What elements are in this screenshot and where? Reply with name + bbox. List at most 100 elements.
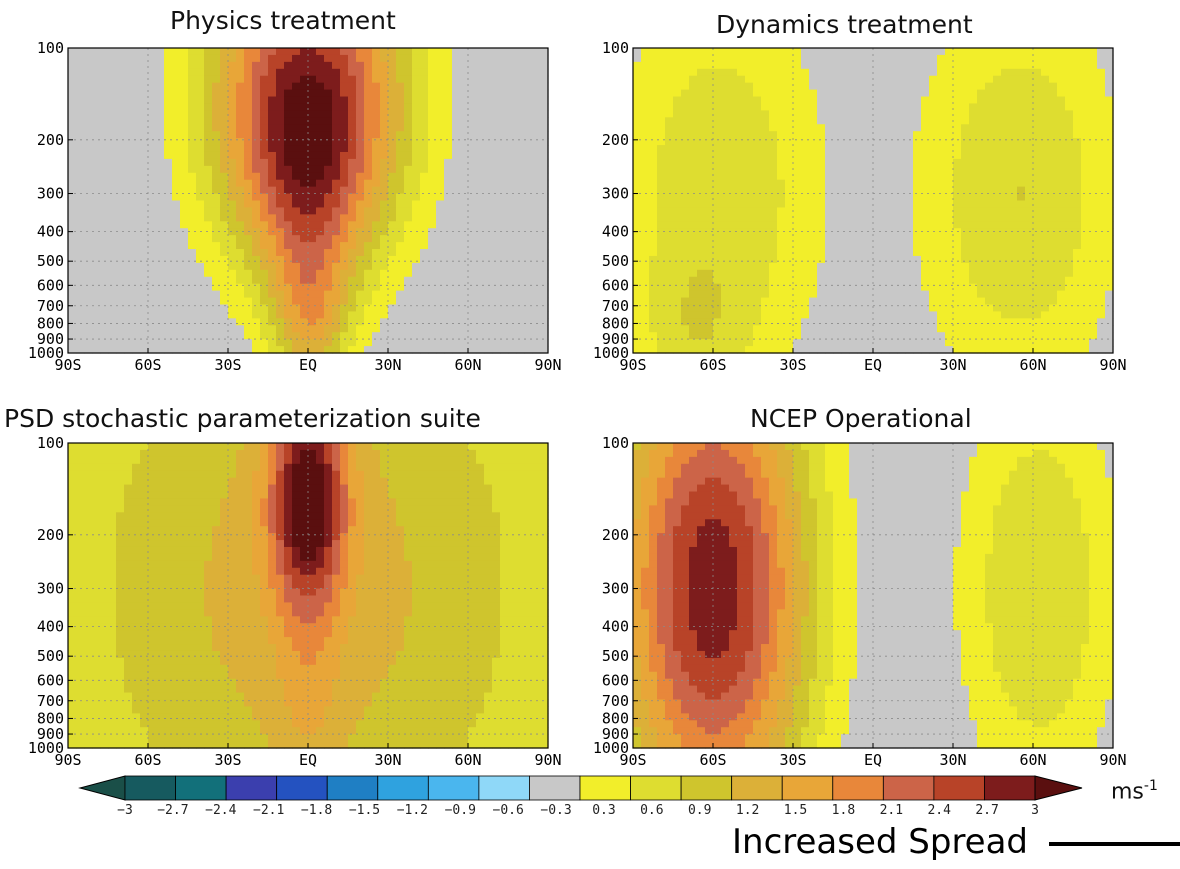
contour-cell bbox=[396, 96, 405, 105]
contour-cell bbox=[212, 228, 221, 236]
contour-cell bbox=[268, 283, 277, 292]
contour-cell bbox=[180, 172, 189, 181]
contour-cell bbox=[516, 262, 525, 271]
contour-cell bbox=[745, 242, 754, 250]
contour-cell bbox=[268, 117, 277, 125]
contour-cell bbox=[657, 158, 666, 167]
contour-cell bbox=[881, 48, 890, 56]
contour-cell bbox=[436, 346, 445, 354]
contour-cell bbox=[188, 151, 197, 160]
contour-cell bbox=[188, 228, 197, 236]
contour-cell bbox=[1033, 110, 1042, 118]
contour-cell bbox=[516, 221, 525, 229]
contour-cell bbox=[92, 207, 101, 215]
contour-cell bbox=[633, 207, 642, 215]
contour-cell bbox=[713, 304, 722, 313]
contour-cell bbox=[388, 186, 397, 195]
contour-cell bbox=[124, 68, 133, 77]
contour-cell bbox=[356, 68, 365, 77]
contour-cell bbox=[220, 339, 229, 347]
contour-cell bbox=[953, 186, 962, 195]
contour-cell bbox=[1033, 283, 1042, 292]
contour-cell bbox=[372, 96, 381, 105]
contour-cell bbox=[156, 75, 165, 84]
contour-cell bbox=[404, 311, 413, 319]
contour-cell bbox=[484, 186, 493, 195]
contour-cell bbox=[769, 89, 778, 98]
contour-cell bbox=[1033, 255, 1042, 264]
contour-cell bbox=[468, 117, 477, 125]
contour-cell bbox=[428, 96, 437, 105]
contour-cell bbox=[508, 249, 517, 257]
contour-cell bbox=[873, 193, 882, 202]
contour-cell bbox=[132, 214, 141, 222]
contour-cell bbox=[508, 269, 517, 278]
contour-cell bbox=[236, 172, 245, 181]
contour-cell bbox=[340, 75, 349, 84]
contour-cell bbox=[76, 145, 85, 153]
contour-cell bbox=[492, 179, 501, 188]
contour-cell bbox=[721, 193, 730, 202]
contour-cell bbox=[372, 311, 381, 319]
contour-cell bbox=[252, 48, 261, 56]
contour-cell bbox=[68, 318, 77, 326]
contour-cell bbox=[164, 82, 173, 91]
contour-cell bbox=[524, 346, 533, 354]
contour-cell bbox=[276, 124, 285, 132]
contour-cell bbox=[961, 110, 970, 118]
contour-cell bbox=[769, 242, 778, 250]
contour-cell bbox=[841, 54, 850, 63]
contour-cell bbox=[68, 96, 77, 105]
contour-cell bbox=[332, 207, 341, 215]
contour-cell bbox=[332, 318, 341, 326]
contour-cell bbox=[252, 297, 261, 306]
contour-cell bbox=[540, 138, 549, 146]
contour-cell bbox=[540, 262, 549, 271]
contour-cell bbox=[961, 297, 970, 306]
contour-cell bbox=[84, 290, 93, 299]
contour-cell bbox=[1001, 186, 1010, 195]
contour-cell bbox=[388, 193, 397, 202]
contour-cell bbox=[881, 117, 890, 125]
contour-cell bbox=[881, 54, 890, 63]
contour-cell bbox=[753, 179, 762, 188]
contour-cell bbox=[252, 54, 261, 63]
contour-cell bbox=[657, 61, 666, 70]
contour-cell bbox=[188, 304, 197, 313]
contour-cell bbox=[148, 172, 157, 181]
contour-cell bbox=[228, 290, 237, 299]
contour-cell bbox=[1033, 242, 1042, 250]
contour-cell bbox=[1001, 110, 1010, 118]
contour-cell bbox=[340, 269, 349, 278]
contour-cell bbox=[468, 318, 477, 326]
contour-cell bbox=[1001, 165, 1010, 174]
contour-cell bbox=[889, 193, 898, 202]
contour-cell bbox=[524, 165, 533, 174]
contour-cell bbox=[172, 145, 181, 153]
contour-cell bbox=[985, 165, 994, 174]
contour-cell bbox=[316, 186, 325, 195]
contour-cell bbox=[945, 145, 954, 153]
contour-cell bbox=[961, 214, 970, 222]
contour-cell bbox=[777, 339, 786, 347]
contour-cell bbox=[817, 290, 826, 299]
contour-cell bbox=[697, 165, 706, 174]
contour-cell bbox=[649, 255, 658, 264]
contour-cell bbox=[945, 304, 954, 313]
contour-cell bbox=[729, 124, 738, 132]
contour-cell bbox=[929, 158, 938, 167]
contour-cell bbox=[252, 110, 261, 118]
contour-cell bbox=[460, 311, 469, 319]
contour-cell bbox=[833, 110, 842, 118]
contour-cell bbox=[124, 325, 133, 333]
contour-cell bbox=[1001, 346, 1010, 354]
contour-cell bbox=[977, 103, 986, 111]
contour-cell bbox=[977, 207, 986, 215]
contour-cell bbox=[681, 297, 690, 306]
contour-cell bbox=[801, 82, 810, 91]
contour-cell bbox=[785, 96, 794, 105]
contour-cell bbox=[364, 311, 373, 319]
contour-cell bbox=[745, 89, 754, 98]
contour-cell bbox=[516, 172, 525, 181]
contour-cell bbox=[721, 332, 730, 340]
